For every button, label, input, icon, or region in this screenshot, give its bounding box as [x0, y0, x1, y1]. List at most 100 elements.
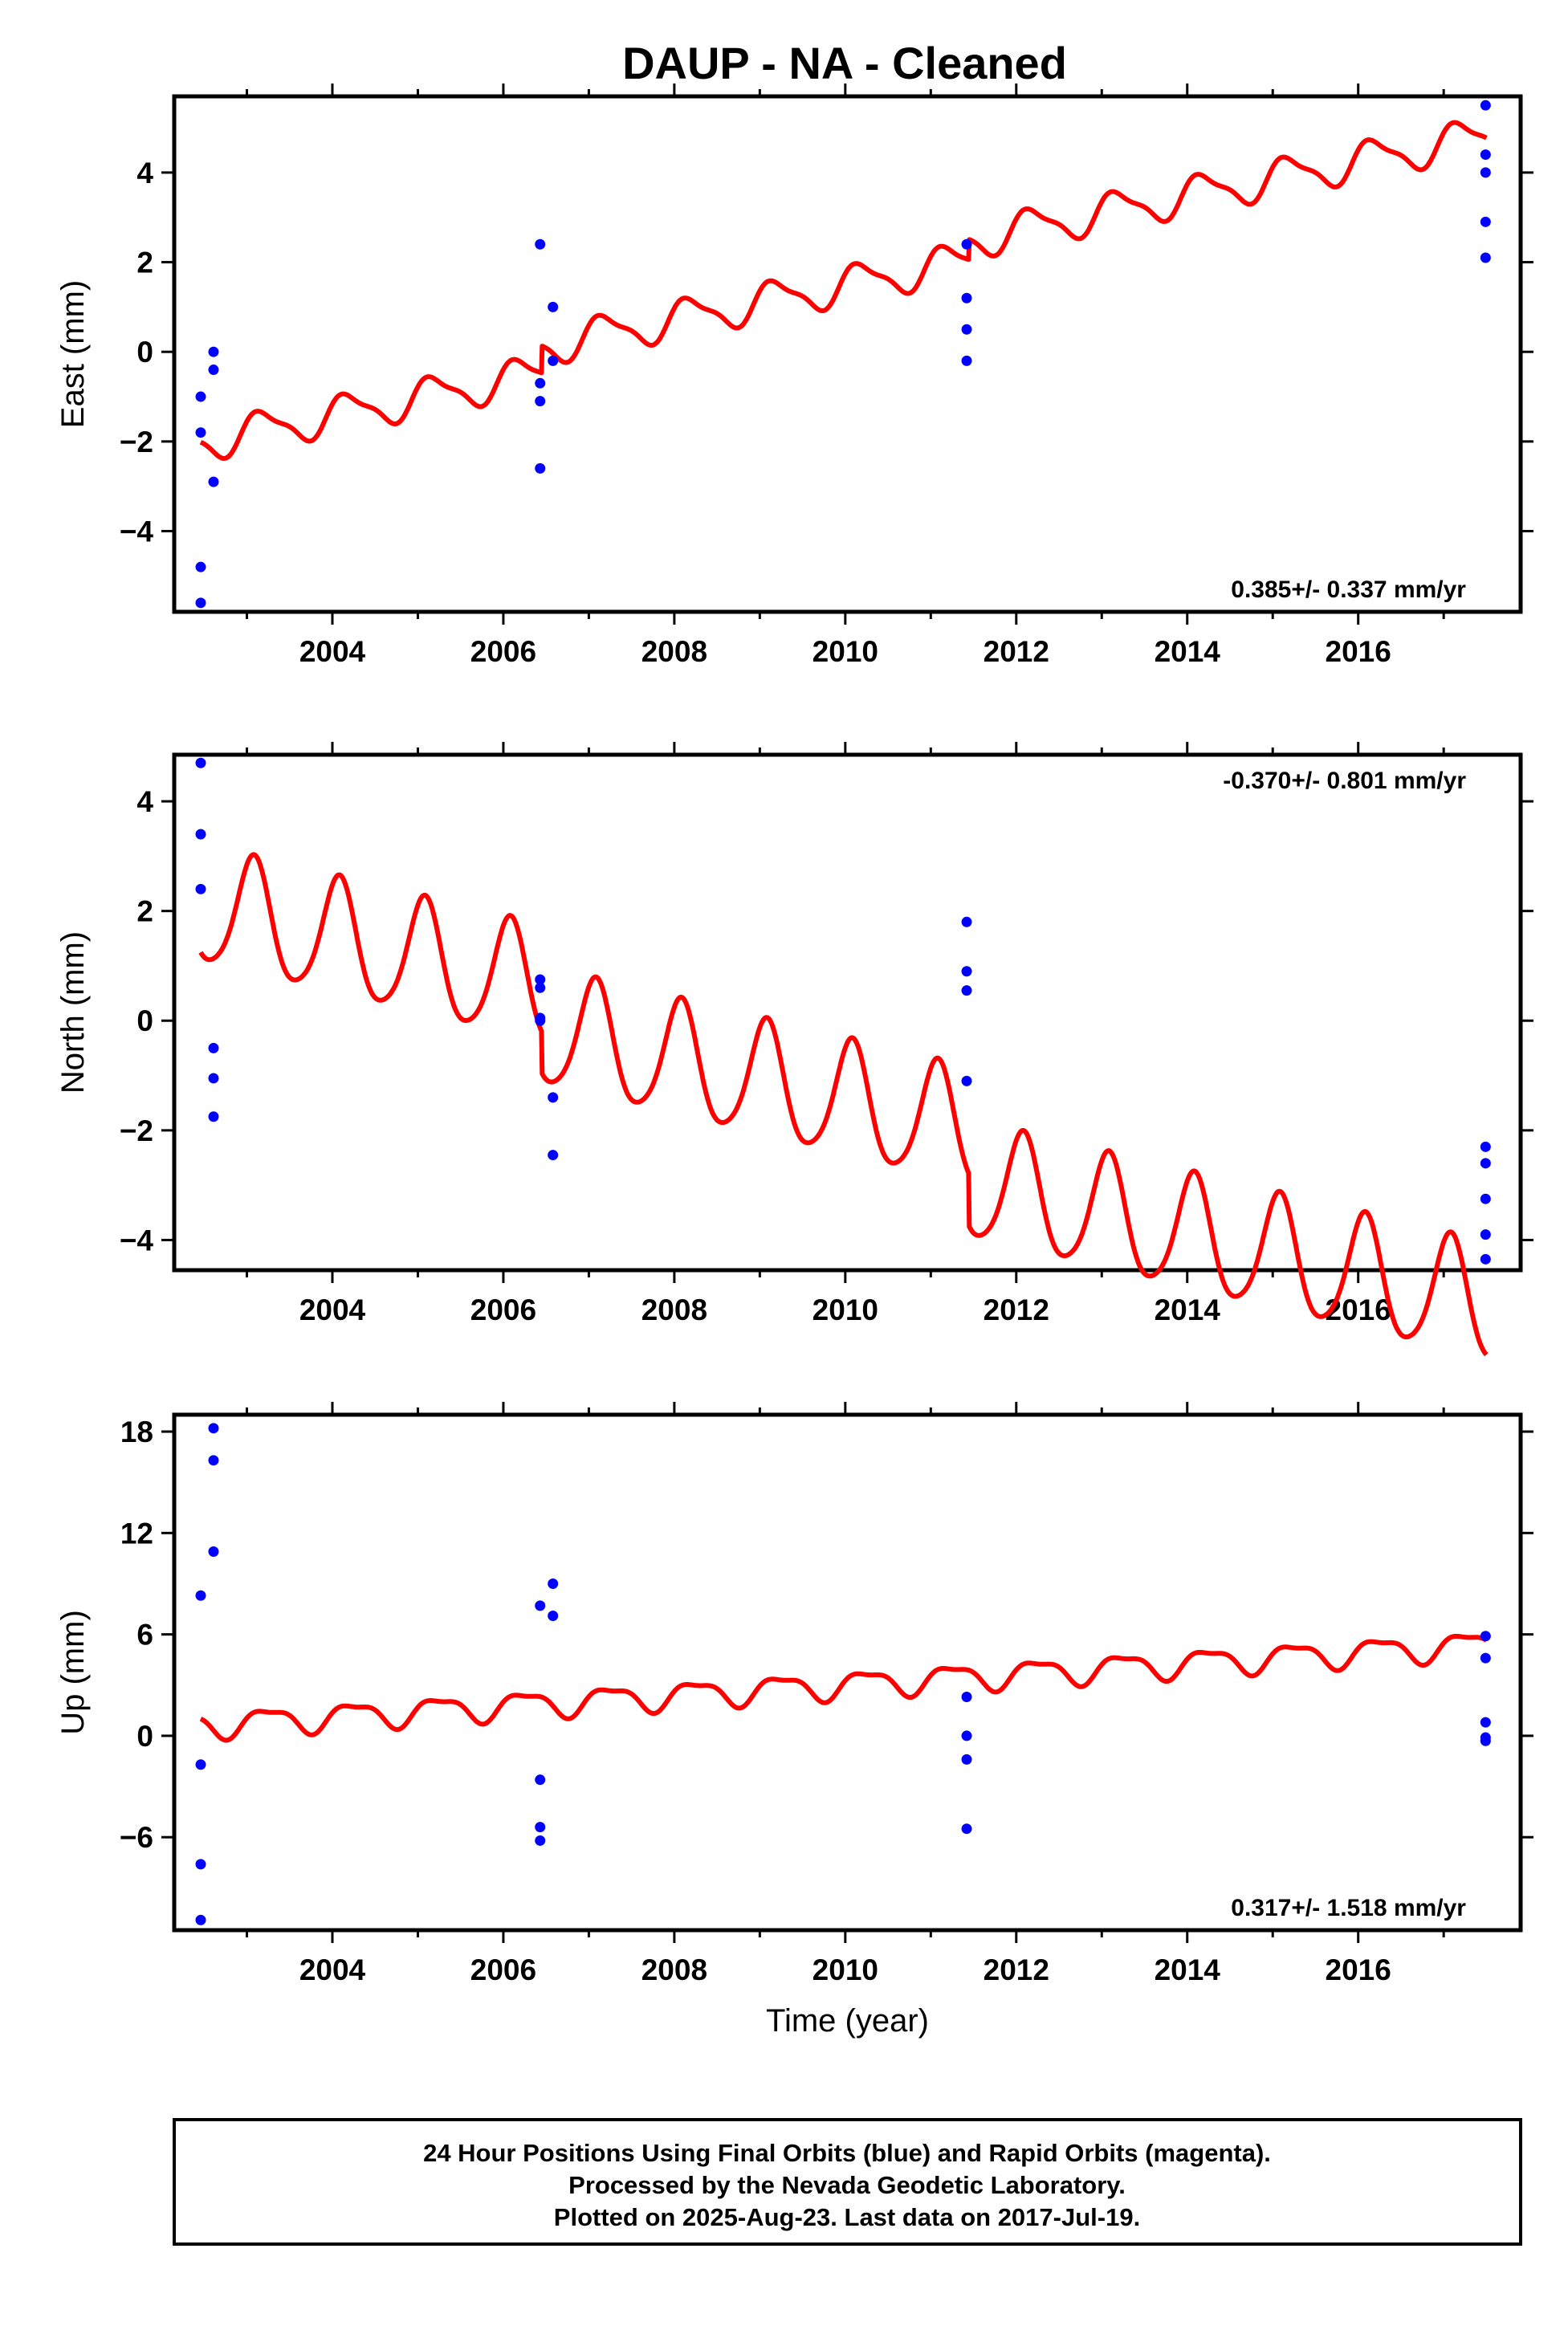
east-data-point — [961, 238, 972, 250]
up-x-tick-label: 2006 — [470, 1953, 536, 1986]
east-x-tick-label: 2014 — [1155, 635, 1221, 668]
up-panel: 2004 2006 2008 2010 2012 2014 2016 −6 0 6 12 18 Up (… — [55, 1402, 1533, 2039]
east-panel: 2004 2006 2008 2010 2012 2014 2016 −4 −2 0 2 4 East … — [55, 84, 1533, 668]
east-data-point — [195, 391, 206, 402]
east-y-tick-label: −2 — [120, 426, 153, 458]
up-x-tick-label: 2016 — [1326, 1953, 1391, 1986]
east-data-point — [208, 346, 219, 357]
up-data-point — [1480, 1652, 1491, 1664]
footer-frame — [173, 2118, 1522, 2246]
north-data-point — [535, 982, 546, 993]
up-x-tick-label: 2012 — [984, 1953, 1049, 1986]
north-data-point — [195, 829, 206, 840]
up-data-point — [548, 1610, 559, 1621]
east-x-tick-label: 2008 — [641, 635, 707, 668]
east-y-axis-label: East (mm) — [55, 280, 91, 428]
north-data-point — [535, 974, 546, 985]
up-data-point — [208, 1455, 219, 1466]
north-data-point — [961, 916, 972, 927]
north-data-point — [961, 1075, 972, 1086]
east-y-tick-label: 0 — [136, 336, 153, 369]
up-y-axis-label: Up (mm) — [55, 1610, 91, 1735]
north-data-point — [208, 1042, 219, 1053]
up-x-tick-label: 2004 — [299, 1953, 366, 1986]
footer-line-1: 24 Hour Positions Using Final Orbits (bl… — [423, 2139, 1271, 2167]
east-data-point — [548, 355, 559, 366]
east-data-point — [1480, 167, 1491, 178]
east-x-tick-label: 2006 — [470, 635, 536, 668]
north-data-point — [548, 1092, 559, 1103]
east-data-point — [1480, 216, 1491, 227]
north-data-point — [208, 1111, 219, 1122]
up-y-tick-label: 12 — [120, 1517, 153, 1550]
north-plot-frame — [172, 752, 1523, 1273]
east-data-point — [195, 597, 206, 609]
up-data-point — [208, 1423, 219, 1434]
north-y-tick-label: 4 — [136, 785, 153, 818]
up-y-tick-label: 6 — [136, 1619, 153, 1652]
east-data-point — [208, 365, 219, 376]
north-fit-line — [198, 852, 1489, 1357]
north-y-tick-label: 0 — [136, 1004, 153, 1037]
east-x-tick-label: 2016 — [1326, 635, 1391, 668]
footer-line-3: Plotted on 2025-Aug-23. Last data on 201… — [554, 2203, 1140, 2231]
up-rate-label: 0.317+/- 1.518 mm/yr — [1231, 1895, 1466, 1921]
up-data-point — [208, 1546, 219, 1557]
up-data-point — [961, 1730, 972, 1741]
east-x-tick-label: 2012 — [984, 635, 1049, 668]
north-x-tick-label: 2014 — [1155, 1293, 1221, 1326]
east-fit-line — [198, 120, 1489, 461]
east-y-tick-label: −4 — [120, 515, 154, 548]
up-data-point — [1480, 1735, 1491, 1746]
up-y-tick-label: −6 — [120, 1821, 153, 1854]
north-x-tick-label: 2006 — [470, 1293, 536, 1326]
east-data-point — [195, 427, 206, 438]
north-data-point — [548, 1150, 559, 1161]
north-data-point — [208, 1073, 219, 1084]
up-x-tick-label: 2008 — [641, 1953, 707, 1986]
up-x-axis-label: Time (year) — [766, 2003, 929, 2039]
north-y-tick-label: −2 — [120, 1114, 153, 1147]
north-x-tick-label: 2008 — [641, 1293, 707, 1326]
north-x-tick-label: 2010 — [813, 1293, 878, 1326]
up-data-point — [535, 1774, 546, 1786]
up-data-point — [195, 1759, 206, 1770]
up-data-point — [1480, 1717, 1491, 1728]
north-data-point — [1480, 1193, 1491, 1204]
up-data-point — [961, 1823, 972, 1835]
north-data-point — [1480, 1253, 1491, 1265]
footer-line-2: Processed by the Nevada Geodetic Laborat… — [568, 2171, 1126, 2199]
east-plot-frame — [172, 94, 1523, 614]
north-y-axis-label: North (mm) — [55, 931, 91, 1094]
up-plot-frame — [172, 1412, 1523, 1933]
east-data-point — [1480, 149, 1491, 161]
up-data-point — [535, 1822, 546, 1833]
up-y-tick-label: 0 — [136, 1720, 153, 1753]
north-data-point — [961, 985, 972, 996]
up-data-point — [195, 1590, 206, 1601]
north-panel: 2004 2006 2008 2010 2012 2014 2016−4−2024North… — [55, 742, 1533, 1357]
up-fit-line — [198, 1634, 1489, 1743]
north-data-point — [1480, 1141, 1491, 1152]
east-data-point — [961, 324, 972, 335]
up-data-point — [1480, 1631, 1491, 1642]
east-data-point — [208, 476, 219, 487]
up-data-point — [535, 1835, 546, 1846]
north-data-point — [1480, 1158, 1491, 1169]
up-x-tick-label: 2010 — [813, 1953, 878, 1986]
east-data-point — [195, 561, 206, 572]
east-data-point — [961, 355, 972, 366]
up-y-tick-label: 18 — [120, 1416, 153, 1448]
up-data-point — [195, 1859, 206, 1870]
east-data-point — [535, 396, 546, 407]
east-data-point — [1480, 252, 1491, 263]
east-y-tick-label: 4 — [136, 157, 153, 189]
east-y-tick-label: 2 — [136, 246, 153, 279]
east-data-point — [1480, 100, 1491, 111]
up-x-tick-label: 2014 — [1155, 1953, 1221, 1986]
north-x-tick-label: 2004 — [299, 1293, 366, 1326]
north-data-point — [961, 966, 972, 977]
east-data-point — [961, 292, 972, 303]
up-data-point — [195, 1914, 206, 1925]
